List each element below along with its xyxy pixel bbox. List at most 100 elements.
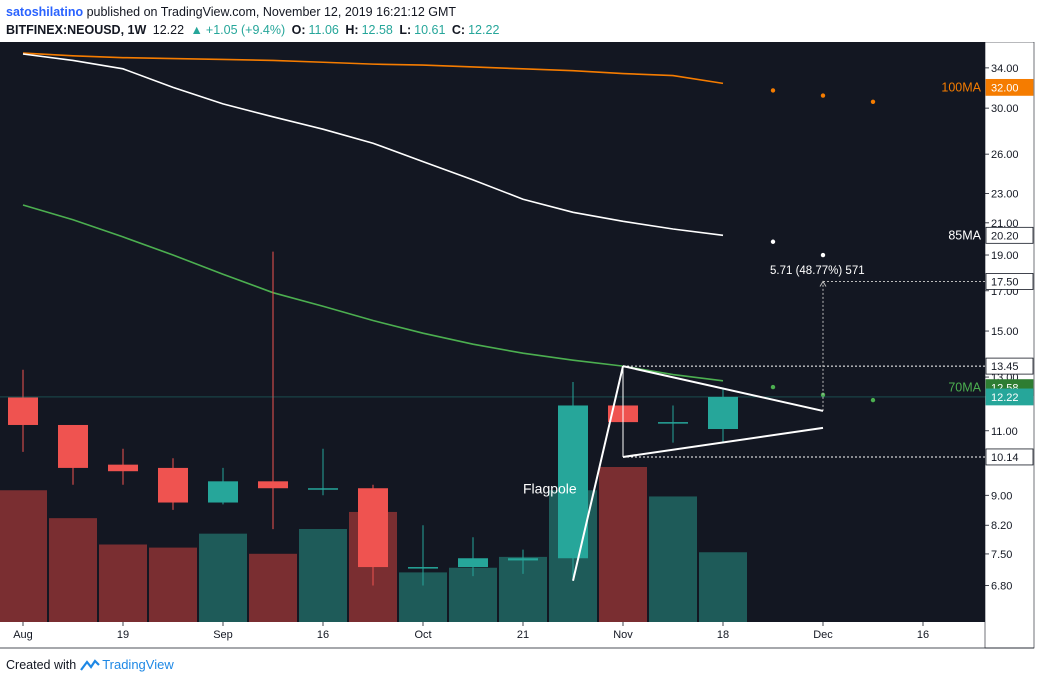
- x-tick-label: 18: [717, 629, 729, 641]
- price-chart[interactable]: Flagpole 5.71 (48.77%) 571 100MA 85MA 70MA 34…: [0, 42, 1039, 650]
- close-value: 12.22: [468, 23, 500, 37]
- tradingview-brand: TradingView: [102, 657, 174, 672]
- candle-body: [8, 397, 38, 425]
- y-tick-label: 34.00: [991, 63, 1019, 75]
- high-value: 12.58: [361, 23, 393, 37]
- candle-body: [58, 424, 88, 468]
- ma-line-100MA: [22, 52, 724, 85]
- y-tick-label: 30.00: [991, 103, 1019, 115]
- flagpole-annotation: Flagpole: [523, 481, 577, 497]
- ma-projection-dot: [820, 93, 826, 98]
- candle-body: [208, 481, 238, 503]
- footer: Created with TradingView: [6, 657, 174, 672]
- ma-projection-dot: [770, 239, 776, 244]
- candle-body: [358, 488, 388, 568]
- price-axis-label-box: [985, 226, 1034, 244]
- measure-arrow-icon: [819, 280, 827, 287]
- volume-bar: [0, 490, 47, 622]
- price-axis-label: 13.45: [991, 361, 1019, 373]
- price-axis: [984, 42, 1035, 649]
- price-axis-label-box: [985, 388, 1034, 406]
- ma-projection-dot: [870, 99, 876, 104]
- x-tick-label: 16: [317, 629, 329, 641]
- flagpole-line: [572, 365, 624, 581]
- published-text: published on TradingView.com, November 1…: [86, 5, 457, 19]
- candle-body: [158, 467, 188, 503]
- ma-projection-dot: [870, 397, 876, 403]
- y-tick-label: 7.50: [991, 549, 1012, 561]
- volume-bar: [99, 544, 147, 622]
- last-price: 12.22: [152, 23, 185, 37]
- volume-bar: [599, 467, 647, 622]
- price-axis-label: 12.22: [991, 392, 1019, 404]
- low-value: 10.61: [414, 23, 446, 37]
- symbol-name: BITFINEX:NEOUSD, 1W: [6, 23, 147, 37]
- volume-bar: [649, 496, 697, 622]
- candle-body: [458, 558, 488, 568]
- candle-body: [658, 422, 688, 424]
- y-tick-label: 23.00: [991, 189, 1019, 201]
- y-tick-label: 21.00: [991, 218, 1019, 230]
- price-axis-label: 10.14: [991, 452, 1019, 464]
- y-tick-label: 6.80: [991, 580, 1012, 592]
- plot-area: [0, 42, 985, 622]
- open-value: 11.06: [308, 23, 339, 37]
- ma-line-70MA: [22, 204, 724, 382]
- x-tick-label: Aug: [13, 629, 33, 641]
- candle-body: [308, 488, 338, 490]
- ma-projection-dot: [770, 88, 776, 93]
- publish-info: satoshilatino published on TradingView.c…: [6, 5, 456, 19]
- y-tick-label: 19.00: [991, 250, 1019, 262]
- pennant-upper-line: [622, 365, 824, 412]
- ma-label-100MA: 100MA: [941, 80, 981, 94]
- volume-bar: [149, 547, 197, 622]
- volume-bar: [249, 553, 297, 622]
- symbol-legend: BITFINEX:NEOUSD, 1W 12.22 ▲ +1.05 (+9.4%)…: [6, 23, 502, 37]
- volume-bar: [699, 552, 747, 622]
- measure-label: 5.71 (48.77%) 571: [770, 265, 865, 277]
- candle-body: [508, 558, 538, 561]
- candle-body: [558, 405, 588, 559]
- x-tick-label: Oct: [414, 629, 431, 641]
- candle-body: [708, 396, 738, 430]
- volume-bar: [449, 567, 497, 622]
- price-change: +1.05 (+9.4%): [205, 23, 286, 37]
- ma-label-85MA: 85MA: [948, 228, 981, 242]
- price-axis-label-box: [985, 273, 1034, 290]
- ma-line-85MA: [22, 53, 724, 237]
- price-axis-label-box: [985, 448, 1034, 466]
- x-tick-label: Dec: [813, 629, 833, 641]
- x-tick-label: 19: [117, 629, 129, 641]
- x-tick-label: 16: [917, 629, 929, 641]
- volume-bar: [299, 529, 347, 622]
- up-arrow-icon: ▲: [190, 23, 203, 37]
- price-axis-label: 20.20: [991, 230, 1019, 242]
- candle-body: [108, 464, 138, 472]
- ma-label-70MA: 70MA: [948, 381, 981, 395]
- created-with-text: Created with: [6, 657, 77, 672]
- y-tick-label: 11.00: [991, 426, 1018, 438]
- x-tick-label: Sep: [213, 629, 233, 641]
- tradingview-logo-icon: [80, 658, 100, 671]
- pennant-lower-line: [622, 426, 824, 458]
- volume-bar: [49, 518, 97, 622]
- open-label: O:: [291, 23, 306, 37]
- author-name[interactable]: satoshilatino: [6, 5, 84, 19]
- y-tick-label: 8.20: [991, 520, 1012, 532]
- y-tick-label: 15.00: [991, 326, 1019, 338]
- x-tick-label: Nov: [613, 629, 633, 641]
- candle-body: [408, 567, 438, 569]
- ma-projection-dot: [770, 384, 776, 390]
- price-axis-label: 17.50: [991, 276, 1019, 288]
- close-label: C:: [451, 23, 466, 37]
- high-label: H:: [345, 23, 359, 37]
- price-axis-label-box: [985, 78, 1034, 96]
- price-axis-label-box: [985, 357, 1034, 375]
- volume-bar: [199, 533, 247, 622]
- x-tick-label: 21: [517, 629, 529, 641]
- low-label: L:: [399, 23, 412, 37]
- price-axis-label: 32.00: [991, 82, 1019, 94]
- tradingview-logo[interactable]: TradingView: [80, 657, 174, 672]
- y-tick-label: 26.00: [991, 149, 1019, 161]
- candle-body: [258, 481, 288, 489]
